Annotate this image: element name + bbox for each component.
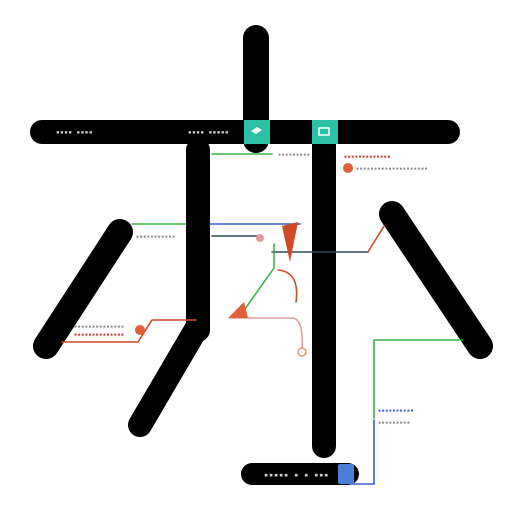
footer-label: ▪▪▪▪▪ ▪ ▪ ▪▪▪ [264, 471, 329, 479]
teal-marker-right [312, 120, 338, 144]
node-hollow-bottom [297, 347, 307, 357]
stroke-diagonal-left-low [128, 314, 210, 437]
bar-label-center: ▪▪▪▪ ▪▪▪▪▪ [188, 129, 229, 136]
glyph-strokes [30, 25, 493, 485]
annotation-top-mid: ▪▪▪▪▪▪▪▪▪ [278, 152, 311, 158]
stroke-diagonal-right [379, 201, 493, 359]
marker-icon-left [251, 127, 262, 134]
connector-green-diagonal [239, 243, 275, 317]
annotation-left-low-1: ▪▪▪▪▪▪▪▪▪▪▪▪▪▪ [74, 324, 125, 330]
red-flag-marker [282, 222, 298, 262]
node-pink-mid [256, 234, 264, 242]
connector-green-right [373, 339, 463, 419]
connector-pink-curve [229, 317, 304, 353]
annotation-left-low-2: ▪▪▪▪▪▪▪▪▪▪▪▪▪▪ [74, 332, 125, 338]
connector-red-right [367, 225, 385, 253]
node-red-top-right [343, 163, 353, 173]
bar-label-left: ▪▪▪▪ ▪▪▪▪ [56, 129, 93, 136]
annotation-top-right-2: ▪▪▪▪▪▪▪▪▪▪▪▪▪▪▪▪▪▪▪▪ [356, 166, 428, 172]
marker-icon-right [318, 127, 330, 136]
connector-blue-right [349, 419, 375, 485]
stroke-diagonal-left-upper [33, 219, 133, 359]
orange-triangle-marker [228, 302, 248, 318]
connector-red-left [61, 319, 197, 343]
annotation-right-low-2: ▪▪▪▪▪▪▪▪▪ [378, 420, 411, 426]
connector-red-curve [277, 269, 298, 303]
annotation-right-low-1: ▪▪▪▪▪▪▪▪▪▪ [378, 408, 414, 414]
connectors [61, 153, 463, 485]
footer-badge [338, 464, 354, 484]
annotation-top-right-1: ▪▪▪▪▪▪▪▪▪▪▪▪▪ [344, 154, 391, 160]
annotation-left-mid: ▪▪▪▪▪▪▪▪▪▪▪ [136, 234, 176, 240]
node-red-left [135, 325, 145, 335]
